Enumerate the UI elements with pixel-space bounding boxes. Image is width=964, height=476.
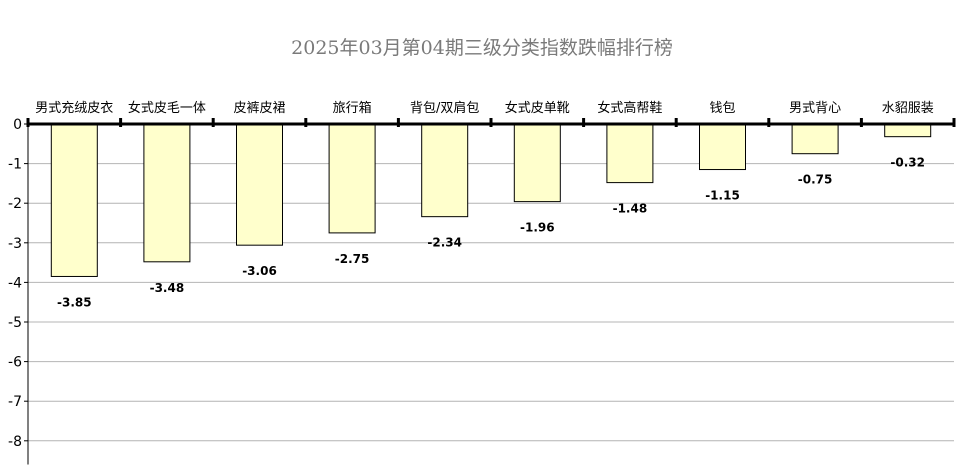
data-label: -1.15 xyxy=(705,189,740,203)
bar xyxy=(699,123,746,171)
y-tick-label: -1 xyxy=(8,157,22,173)
axes xyxy=(24,118,956,465)
x-tick-label: 皮裤皮裙 xyxy=(233,101,285,116)
data-label: -3.85 xyxy=(57,295,92,309)
y-tick-label: -3 xyxy=(8,236,22,252)
bar xyxy=(328,123,376,234)
y-tick-label: -5 xyxy=(8,315,22,331)
labels: 0 -1 -2 -3 -4 -5 -6 -7 -8 男式充绒皮衣 -3.85 女式皮毛一体 -3.48 皮… xyxy=(8,100,934,450)
bar xyxy=(143,123,191,263)
data-label: -3.06 xyxy=(242,264,277,278)
y-tick-label: -6 xyxy=(8,355,22,371)
data-label: -0.32 xyxy=(890,156,925,170)
x-tick-label: 女式皮毛一体 xyxy=(128,100,206,116)
x-tick-label: 男式充绒皮衣 xyxy=(35,100,113,116)
bar xyxy=(236,123,283,246)
bar xyxy=(606,123,654,184)
data-label: -2.75 xyxy=(335,252,370,266)
data-label: -0.75 xyxy=(798,173,833,187)
x-tick-label: 钱包 xyxy=(709,101,735,116)
x-tick-label: 男式背心 xyxy=(789,101,841,116)
data-label: -1.96 xyxy=(520,221,555,235)
x-tick-label: 女式高帮鞋 xyxy=(597,100,662,116)
y-tick-label: -8 xyxy=(8,434,22,450)
data-label: -1.48 xyxy=(613,202,648,216)
chart-title: 2025年03月第04期三级分类指数跌幅排行榜 xyxy=(291,37,673,59)
data-label: -3.48 xyxy=(150,281,185,295)
y-tick-label: -7 xyxy=(8,394,22,410)
bars xyxy=(50,123,932,277)
bar xyxy=(884,123,932,138)
x-tick-label: 旅行箱 xyxy=(333,100,372,116)
y-tick-label: 0 xyxy=(13,117,22,133)
bar xyxy=(421,123,469,218)
bar xyxy=(791,123,839,155)
y-tick-label: -2 xyxy=(8,196,22,212)
bar xyxy=(50,123,98,277)
bar xyxy=(513,123,561,203)
data-label: -2.34 xyxy=(427,236,462,250)
x-tick-label: 女式皮单靴 xyxy=(505,100,570,116)
x-tick-label: 水貂服装 xyxy=(882,101,934,116)
y-tick-label: -4 xyxy=(8,275,22,291)
x-tick-label: 背包/双肩包 xyxy=(410,100,479,116)
